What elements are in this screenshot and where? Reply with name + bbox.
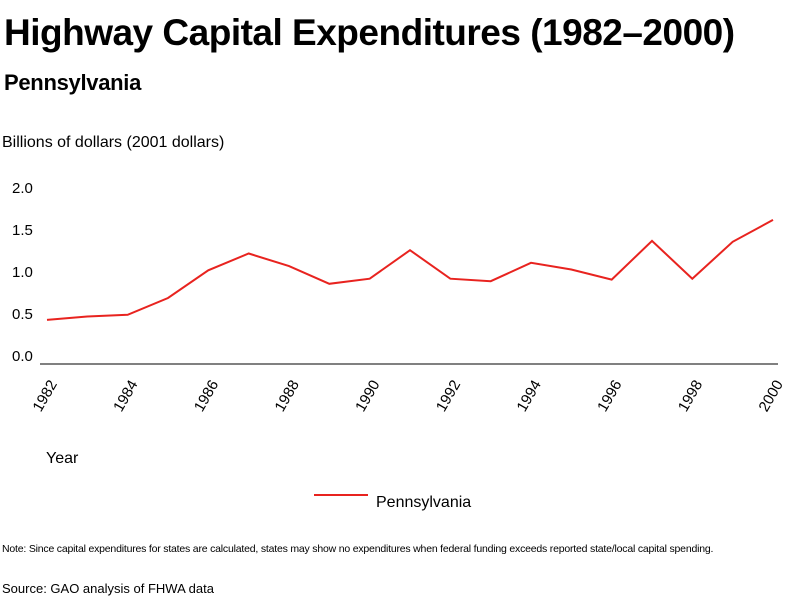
- y-tick-label: 0.0: [12, 348, 33, 365]
- x-tick-label: 1992: [433, 377, 464, 414]
- x-tick-label: 1988: [271, 377, 302, 414]
- chart-subtitle: Pennsylvania: [4, 70, 142, 95]
- x-tick-label: 1990: [352, 377, 383, 414]
- footnote: Note: Since capital expenditures for sta…: [2, 543, 714, 555]
- x-tick-label: 1998: [675, 377, 706, 414]
- x-tick-label: 1996: [594, 377, 625, 414]
- x-tick-label: 2000: [755, 377, 786, 414]
- x-tick-label: 1986: [191, 377, 222, 414]
- series-line-pennsylvania: [46, 219, 774, 321]
- y-axis-title: Billions of dollars (2001 dollars): [2, 134, 225, 151]
- legend-label: Pennsylvania: [376, 494, 471, 511]
- x-tick-label: 1994: [513, 377, 544, 414]
- y-tick-label: 1.5: [12, 222, 33, 239]
- source-note: Source: GAO analysis of FHWA data: [2, 581, 214, 596]
- y-tick-label: 1.0: [12, 264, 33, 281]
- y-tick-label: 0.5: [12, 306, 33, 323]
- chart-title: Highway Capital Expenditures (1982–2000): [4, 12, 735, 53]
- y-tick-label: 2.0: [12, 180, 33, 197]
- x-tick-label: 1984: [110, 377, 141, 414]
- x-tick-label: 1982: [29, 377, 60, 414]
- x-axis-title: Year: [46, 450, 79, 467]
